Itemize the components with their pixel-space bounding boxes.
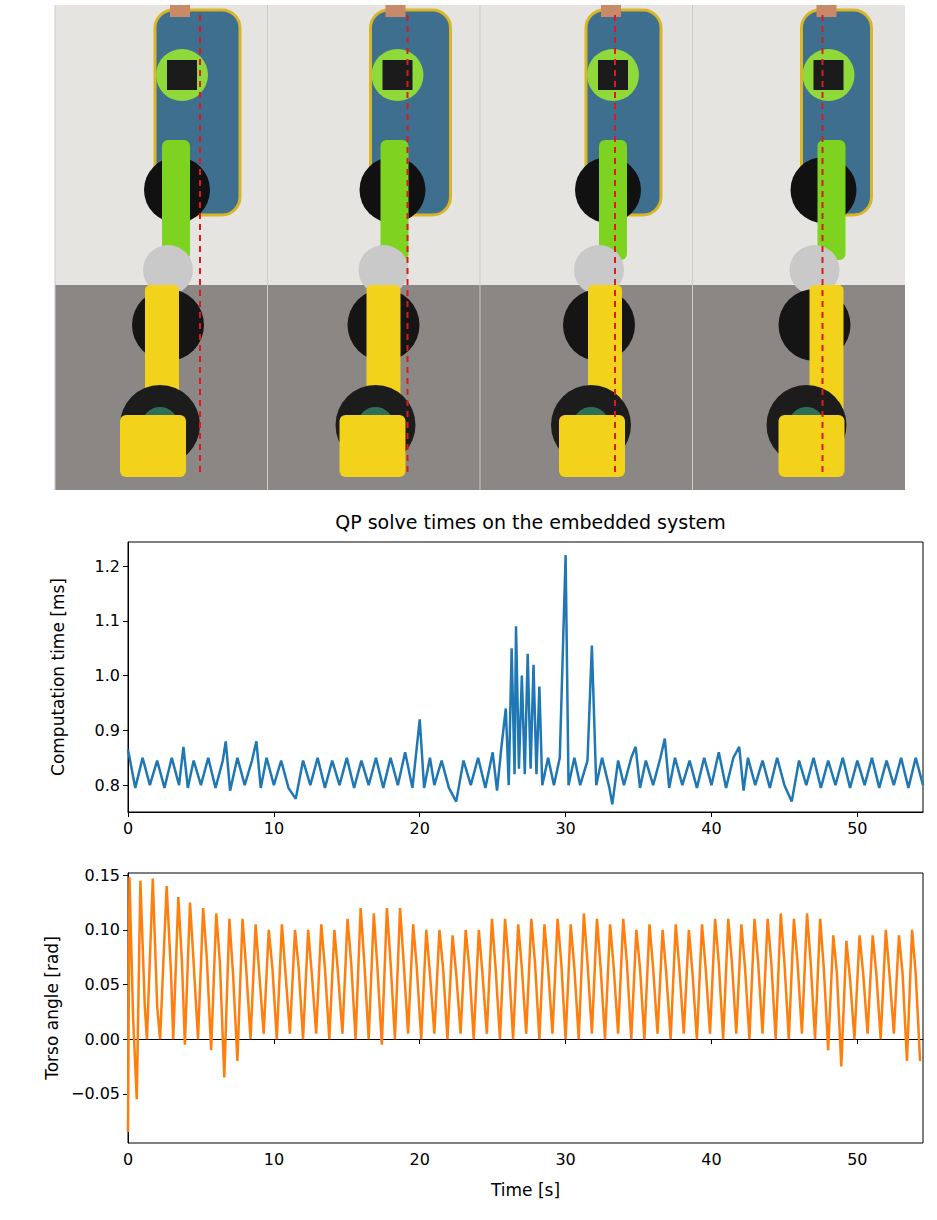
svg-text:Computation time [ms]: Computation time [ms]	[48, 578, 68, 776]
svg-text:10: 10	[264, 1150, 284, 1169]
svg-text:30: 30	[555, 819, 575, 838]
svg-text:0.15: 0.15	[84, 866, 120, 885]
svg-text:0.8: 0.8	[95, 776, 120, 795]
svg-text:10: 10	[264, 819, 284, 838]
svg-text:0.9: 0.9	[95, 721, 120, 740]
svg-text:1.0: 1.0	[95, 666, 120, 685]
svg-text:50: 50	[847, 1150, 867, 1169]
svg-text:40: 40	[701, 819, 721, 838]
svg-text:0: 0	[123, 1150, 133, 1169]
svg-text:20: 20	[410, 1150, 430, 1169]
svg-text:1.2: 1.2	[95, 557, 120, 576]
svg-text:Torso angle [rad]: Torso angle [rad]	[42, 936, 62, 1081]
svg-text:50: 50	[847, 819, 867, 838]
svg-text:30: 30	[555, 1150, 575, 1169]
svg-text:0.10: 0.10	[84, 920, 120, 939]
svg-text:40: 40	[701, 1150, 721, 1169]
svg-text:QP solve times on the embedded: QP solve times on the embedded system	[335, 511, 726, 533]
svg-text:0.00: 0.00	[84, 1030, 120, 1049]
svg-text:20: 20	[410, 819, 430, 838]
svg-text:Time [s]: Time [s]	[490, 1180, 560, 1200]
svg-text:−0.05: −0.05	[71, 1084, 120, 1103]
svg-text:0: 0	[123, 819, 133, 838]
svg-text:0.05: 0.05	[84, 975, 120, 994]
svg-text:1.1: 1.1	[95, 611, 120, 630]
